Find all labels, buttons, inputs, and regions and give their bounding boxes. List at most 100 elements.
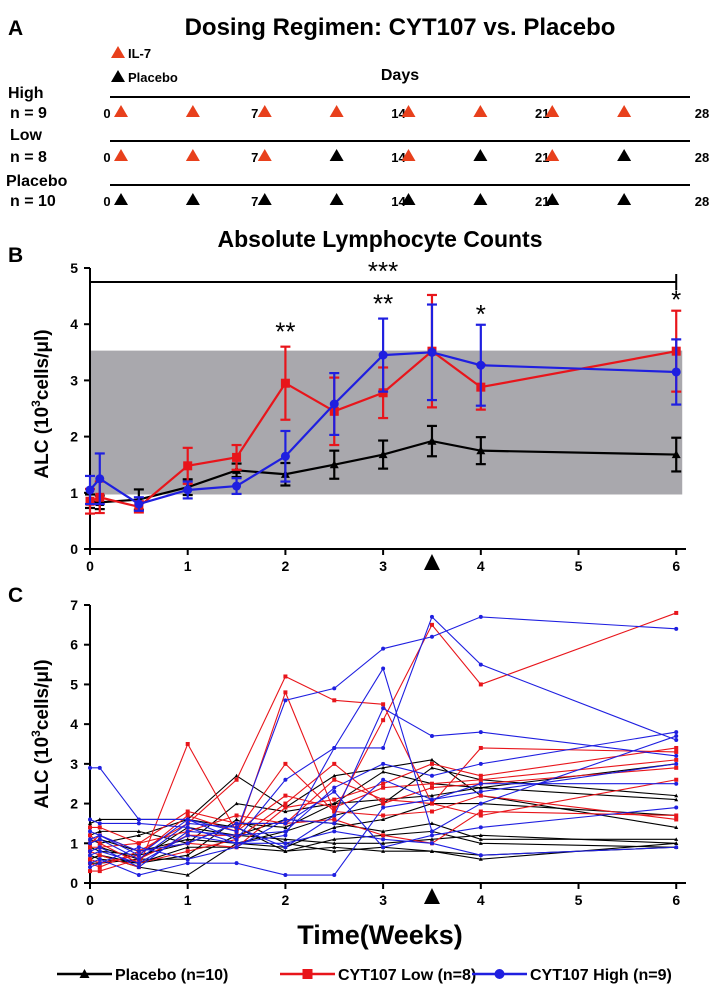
subject-point [674, 734, 678, 738]
y-tick-label: 7 [70, 597, 78, 613]
panel-b-letter: B [8, 244, 23, 267]
subject-point [430, 734, 434, 738]
data-point [476, 361, 485, 370]
subject-point [674, 758, 678, 762]
data-point [379, 351, 388, 360]
subject-point [283, 829, 287, 833]
panel-b-ylabel: ALC (103cells/μl) [29, 329, 53, 478]
timeline-tick-label: 7 [251, 106, 258, 121]
subject-point [430, 810, 434, 814]
subject-point [479, 746, 483, 750]
dose-arrow-marker [424, 888, 440, 904]
x-tick-label: 2 [282, 558, 290, 574]
panel-b-title: Absolute Lymphocyte Counts [218, 226, 543, 252]
subject-point [430, 786, 434, 790]
legend-marker [303, 969, 313, 979]
row-label-high: High [8, 85, 44, 102]
subject-point [674, 782, 678, 786]
subject-point [674, 813, 678, 817]
il7-dose-marker [473, 105, 487, 117]
subject-point [332, 817, 336, 821]
x-tick-label: 5 [575, 558, 583, 574]
x-tick-label: 1 [184, 892, 192, 908]
subject-point [98, 849, 102, 853]
subject-point [186, 829, 190, 833]
data-point [281, 452, 290, 461]
x-tick-label: 3 [379, 558, 387, 574]
subject-point [186, 817, 190, 821]
subject-point [381, 806, 385, 810]
subject-point [332, 746, 336, 750]
y-tick-label: 3 [70, 372, 78, 388]
subject-point [381, 802, 385, 806]
subject-point [674, 762, 678, 766]
subject-point [186, 833, 190, 837]
subject-point [186, 849, 190, 853]
subject-point [137, 845, 141, 849]
timeline-tick-label: 0 [103, 106, 110, 121]
subject-point [674, 746, 678, 750]
subject-point [479, 790, 483, 794]
subject-point [381, 845, 385, 849]
subject-point [98, 857, 102, 861]
subject-point [88, 829, 92, 833]
bottom-legend: Placebo (n=10) CYT107 Low (n=8) CYT107 H… [57, 967, 672, 984]
timeline-tick-label: 7 [251, 194, 258, 209]
subject-point [430, 798, 434, 802]
subject-point [137, 865, 141, 869]
subject-point [235, 845, 239, 849]
subject-point [137, 873, 141, 877]
timeline-tick-label: 28 [695, 150, 709, 165]
row-n-low: n = 8 [10, 149, 47, 166]
subject-point [186, 810, 190, 814]
timeline-tick-label: 0 [103, 194, 110, 209]
subject-point [479, 778, 483, 782]
subject-point [332, 698, 336, 702]
row-label-placebo: Placebo [6, 173, 68, 190]
subject-point [674, 750, 678, 754]
subject-point [430, 802, 434, 806]
data-point [134, 500, 143, 509]
subject-point [381, 778, 385, 782]
subject-point [283, 806, 287, 810]
subject-point [283, 873, 287, 877]
subject-point [674, 778, 678, 782]
subject-point [235, 861, 239, 865]
subject-point [674, 611, 678, 615]
timeline-tick-label: 7 [251, 150, 258, 165]
subject-point [479, 663, 483, 667]
subject-point [332, 806, 336, 810]
subject-point [235, 821, 239, 825]
placebo-dose-marker [617, 149, 631, 161]
subject-point [235, 841, 239, 845]
subject-point [88, 817, 92, 821]
days-label: Days [381, 67, 419, 84]
il7-dose-marker [114, 149, 128, 161]
subject-point [98, 845, 102, 849]
x-tick-label: 4 [477, 558, 485, 574]
subject-point [283, 821, 287, 825]
subject-point [674, 754, 678, 758]
subject-point [283, 762, 287, 766]
placebo-legend-triangle [111, 70, 125, 82]
subject-point [98, 865, 102, 869]
placebo-dose-marker [617, 193, 631, 205]
subject-point [137, 853, 141, 857]
subject-point [88, 849, 92, 853]
subject-point [98, 833, 102, 837]
subject-point [98, 853, 102, 857]
il7-legend-triangle [111, 46, 125, 58]
data-point [427, 348, 436, 357]
y-tick-label: 0 [70, 875, 78, 891]
x-tick-label: 1 [184, 558, 192, 574]
subject-point [88, 766, 92, 770]
legend-placebo-label: Placebo (n=10) [115, 967, 228, 984]
subject-point [381, 813, 385, 817]
y-tick-label: 5 [70, 260, 78, 276]
subject-point [283, 817, 287, 821]
subject-point [479, 813, 483, 817]
subject-point [283, 674, 287, 678]
subject-point [674, 845, 678, 849]
y-tick-label: 2 [70, 796, 78, 812]
